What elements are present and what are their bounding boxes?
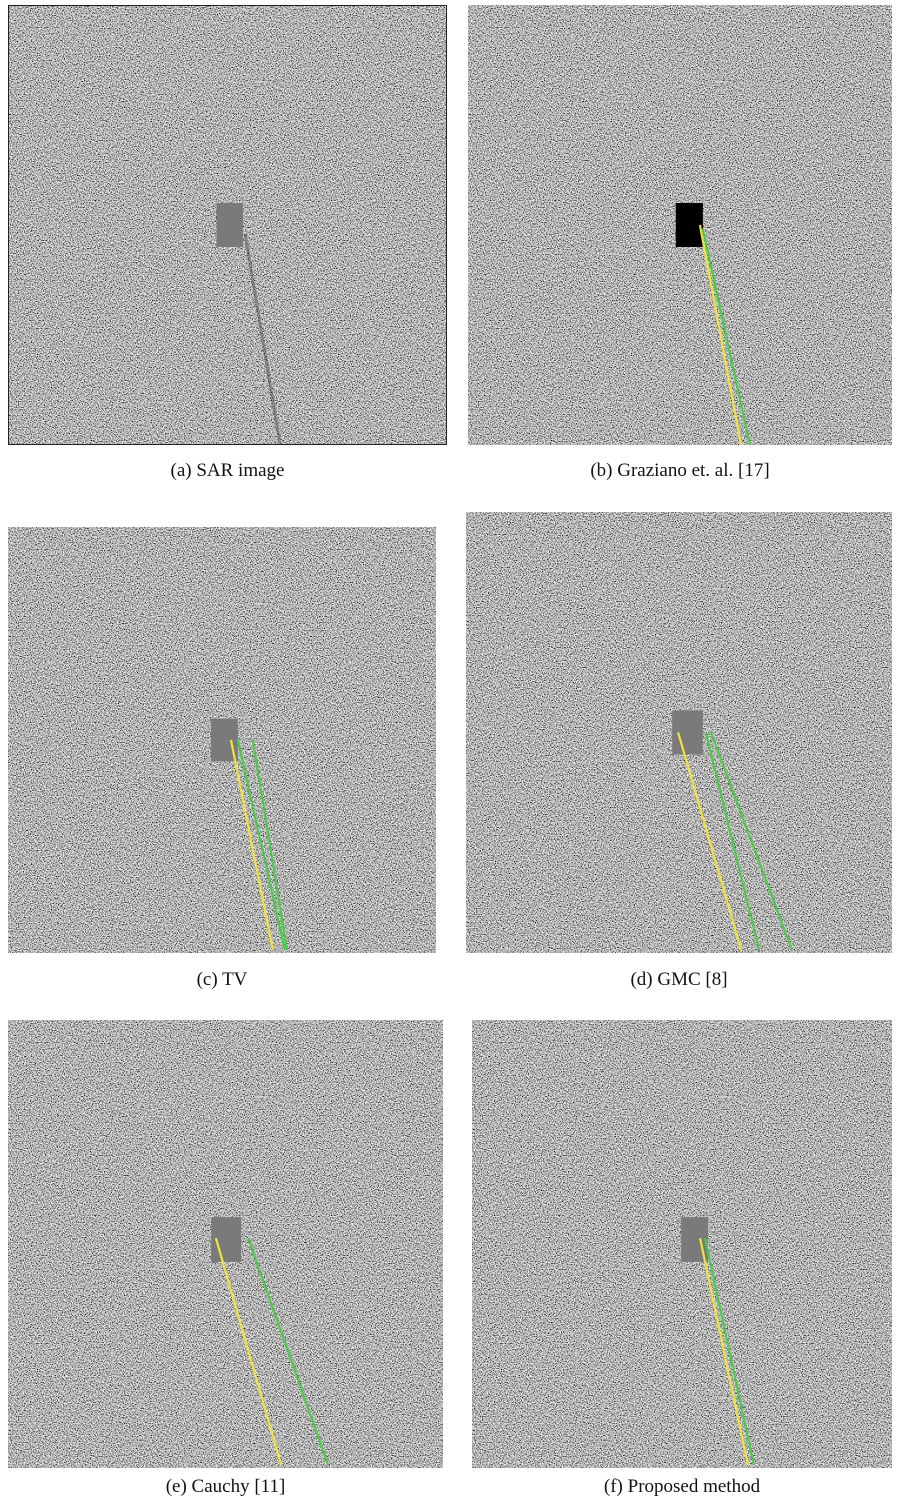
result-panel (466, 512, 892, 953)
sar-panel (8, 5, 447, 445)
result-panel (472, 1020, 892, 1468)
result-panel (468, 5, 892, 445)
caption: (a) SAR image (8, 460, 447, 482)
ship-mask (672, 710, 703, 754)
caption: (e) Cauchy [11] (8, 1476, 443, 1498)
ship-mask (676, 203, 703, 247)
caption: (d) GMC [8] (466, 969, 892, 991)
ship-mask (217, 203, 243, 247)
caption: (f) Proposed method (472, 1476, 892, 1498)
caption: (b) Graziano et. al. [17] (468, 460, 892, 482)
result-panel (8, 527, 436, 953)
figure-page: (a) SAR image (b) Graziano et. al. [17] … (0, 0, 899, 1501)
result-panel (8, 1020, 443, 1468)
caption: (c) TV (8, 969, 436, 991)
